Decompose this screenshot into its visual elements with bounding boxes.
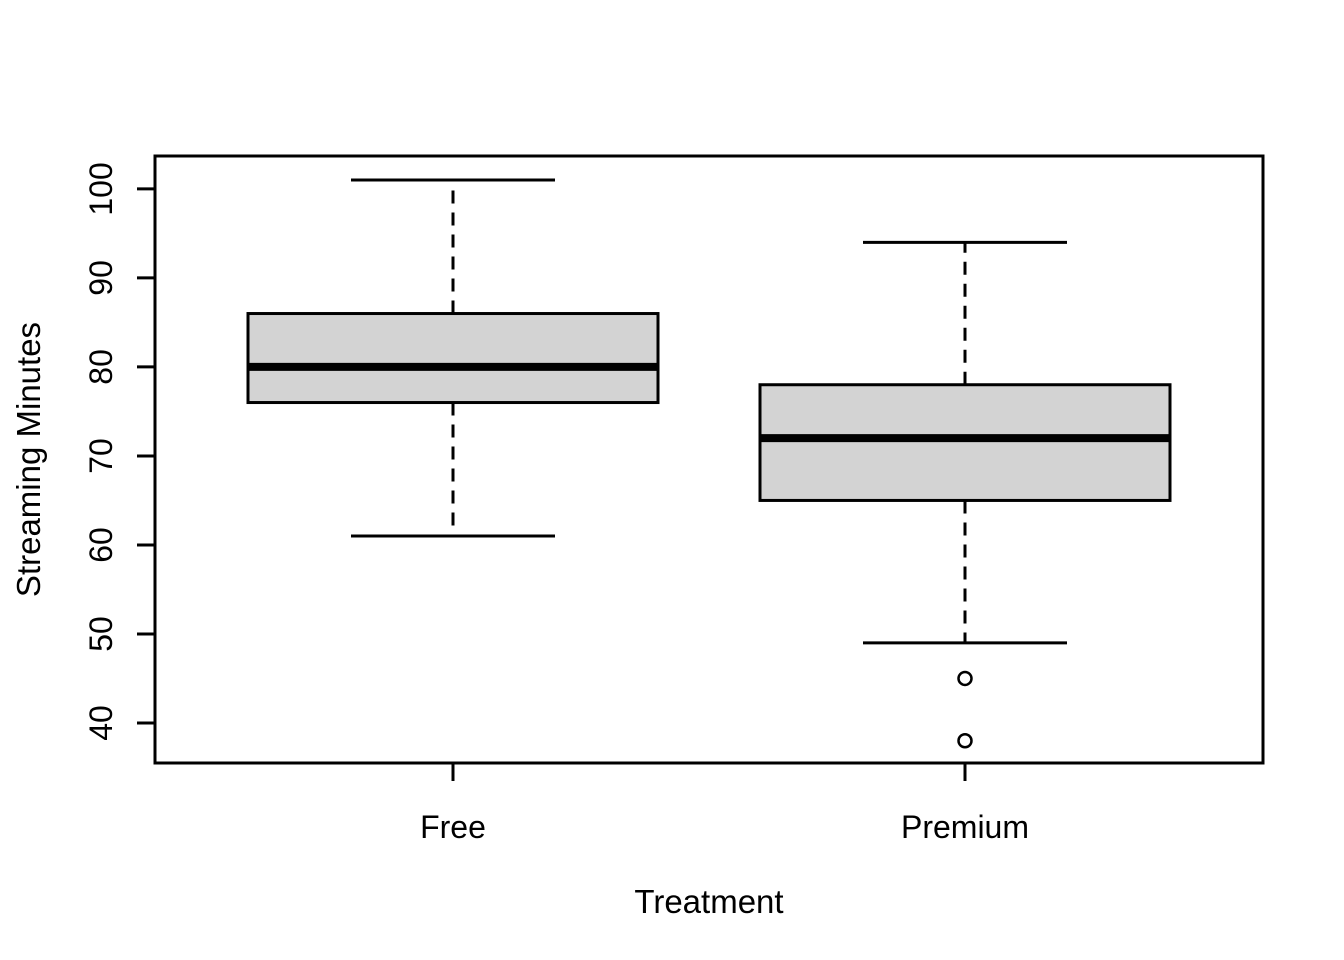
y-tick-label-90: 90 [83,260,119,296]
plot-border [153,154,1265,765]
premium-outlier-38 [957,732,973,749]
premium-outlier-45 [957,670,973,687]
y-tick-label-80: 80 [83,349,119,385]
y-tick-label-50: 50 [83,616,119,652]
x-axis-title: Treatment [634,883,783,920]
y-tick-label-100: 100 [83,162,119,215]
y-tick-label-40: 40 [83,705,119,741]
x-tick-label-premium: Premium [901,809,1029,845]
x-tick-label-free: Free [420,809,486,845]
free-iqr-box [246,312,660,405]
y-tick-label-60: 60 [83,527,119,563]
y-tick-label-70: 70 [83,438,119,474]
y-axis-title: Streaming Minutes [10,322,47,597]
premium-iqr-box [758,383,1172,502]
